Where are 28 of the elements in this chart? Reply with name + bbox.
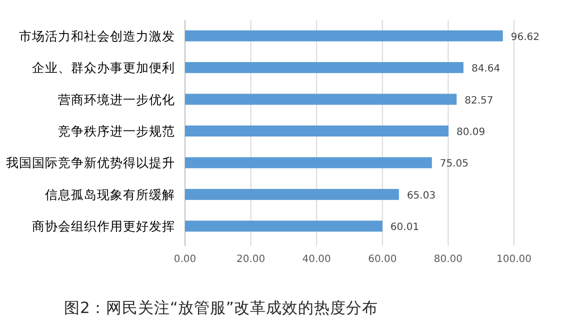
y-tick-label: 营商环境进一步优化 <box>58 92 175 107</box>
bar <box>185 126 448 136</box>
x-tick-label: 80.00 <box>434 254 463 265</box>
y-tick-label: 商协会组织作用更好发挥 <box>32 218 175 234</box>
text: 图2：网民关注“放管服”改革成效的热度分布 <box>64 299 378 317</box>
y-tick-label: 我国国际竞争新优势得以提升 <box>6 155 175 170</box>
y-tick-label: 竞争秩序进一步规范 <box>58 124 175 138</box>
data-label: 96.62 <box>510 32 540 43</box>
y-tick-label: 企业、群众办事更加便利 <box>32 60 175 76</box>
bar <box>185 188 399 200</box>
x-tick-label: 100.00 <box>496 254 532 265</box>
x-tick-label: 0.00 <box>174 254 196 265</box>
x-tick-label: 60.00 <box>368 254 397 265</box>
data-label: 82.57 <box>464 95 494 106</box>
x-tick-label: 40.00 <box>302 254 331 265</box>
y-tick-label: 市场活力和社会创造力激发 <box>19 28 175 44</box>
data-label: 65.03 <box>406 190 436 202</box>
bar <box>185 94 457 105</box>
data-label: 75.05 <box>440 158 469 170</box>
bar <box>185 220 382 232</box>
data-label: 84.64 <box>471 64 500 75</box>
bar <box>185 62 464 74</box>
x-tick-label: 20.00 <box>236 254 266 265</box>
bar <box>185 157 432 168</box>
y-tick-label: 信息孤岛现象有所缓解 <box>45 186 175 202</box>
bar <box>185 30 503 42</box>
data-label: 80.09 <box>456 127 486 138</box>
data-label: 60.01 <box>390 222 420 234</box>
